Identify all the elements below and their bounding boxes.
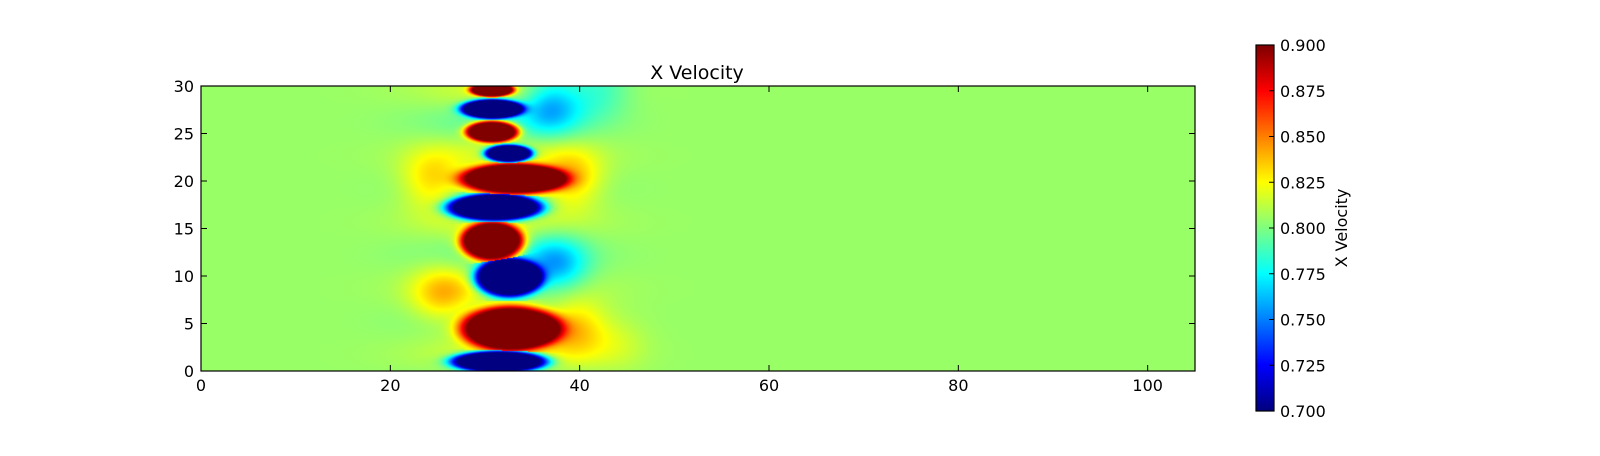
colorbar-label: X Velocity bbox=[1332, 189, 1351, 268]
x-tick-label: 40 bbox=[569, 376, 589, 395]
heatmap-area bbox=[201, 86, 1195, 371]
y-tick-label: 10 bbox=[174, 267, 194, 286]
colorbar-tick-label: 0.750 bbox=[1280, 311, 1326, 330]
colorbar-tick-label: 0.700 bbox=[1280, 402, 1326, 421]
y-axis: 0 5 10 15 20 25 30 bbox=[174, 77, 1195, 381]
x-tick-label: 20 bbox=[380, 376, 400, 395]
y-tick-label: 0 bbox=[184, 362, 194, 381]
y-tick-label: 30 bbox=[174, 77, 194, 96]
colorbar-tick-label: 0.800 bbox=[1280, 219, 1326, 238]
y-tick-label: 20 bbox=[174, 172, 194, 191]
colorbar-tick-label: 0.725 bbox=[1280, 356, 1326, 375]
y-tick-label: 5 bbox=[184, 315, 194, 334]
colorbar-tick-label: 0.775 bbox=[1280, 265, 1326, 284]
colorbar-tick-label: 0.825 bbox=[1280, 173, 1326, 192]
x-tick-label: 60 bbox=[759, 376, 779, 395]
x-tick-label: 0 bbox=[196, 376, 206, 395]
chart-title: X Velocity bbox=[650, 62, 744, 84]
x-axis: 0 20 40 60 80 100 bbox=[196, 86, 1163, 395]
x-tick-label: 80 bbox=[948, 376, 968, 395]
colorbar-tick-label: 0.875 bbox=[1280, 82, 1326, 101]
y-tick-label: 25 bbox=[174, 125, 194, 144]
y-tick-label: 15 bbox=[174, 220, 194, 239]
colorbar-tick-label: 0.900 bbox=[1280, 36, 1326, 55]
colorbar-ticks: 0.700 0.725 0.750 0.775 0.800 0.825 0.850 0.875… bbox=[1269, 36, 1326, 421]
x-tick-label: 100 bbox=[1132, 376, 1163, 395]
colorbar-tick-label: 0.850 bbox=[1280, 128, 1326, 147]
